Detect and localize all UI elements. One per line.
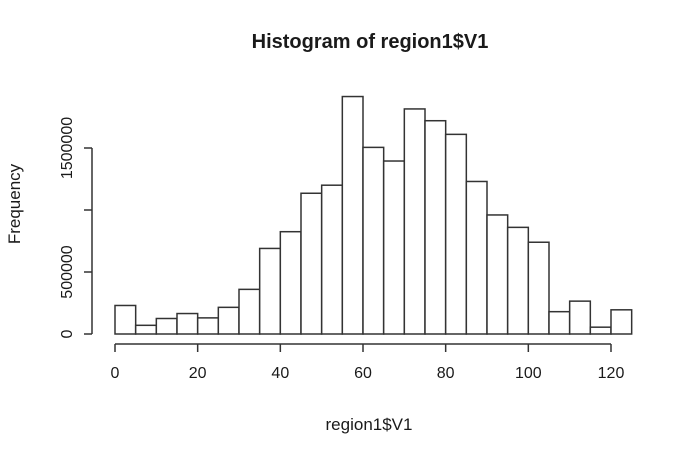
histogram-bar xyxy=(465,180,488,335)
histogram-bar xyxy=(548,310,571,335)
x-tick-label: 60 xyxy=(354,365,372,382)
histogram-bar xyxy=(341,95,364,335)
histogram-bar xyxy=(486,214,509,335)
x-tick-label: 40 xyxy=(271,365,289,382)
histogram-bar xyxy=(444,133,468,335)
x-axis: 0 20 40 60 80 100 120 xyxy=(111,343,625,382)
histogram-bar xyxy=(196,317,220,335)
histogram-bar xyxy=(134,324,158,335)
histogram-bar xyxy=(610,309,633,335)
histogram-bar xyxy=(382,160,406,335)
histogram-bar xyxy=(527,241,550,335)
y-axis-label: Frequency xyxy=(5,163,24,244)
x-tick-label: 0 xyxy=(111,365,120,382)
histogram-bar xyxy=(424,119,447,335)
histogram-bar xyxy=(320,184,344,335)
histogram-bar xyxy=(506,226,530,335)
x-axis-label: region1$V1 xyxy=(326,415,413,434)
y-tick-label: 500000 xyxy=(59,245,76,298)
histogram-bar xyxy=(300,192,323,335)
histogram-bar xyxy=(176,312,199,335)
histogram-bar xyxy=(403,108,426,335)
histogram-bar xyxy=(589,326,612,335)
histogram-bar xyxy=(155,317,178,335)
chart-title: Histogram of region1$V1 xyxy=(252,31,489,53)
y-tick-label: 0 xyxy=(59,329,76,338)
y-tick-label: 1500000 xyxy=(59,117,76,179)
histogram-bar xyxy=(362,146,385,335)
histogram-bar xyxy=(258,247,282,335)
y-axis: 0 500000 1500000 xyxy=(59,117,93,338)
histogram-bar xyxy=(279,230,302,335)
bars-group xyxy=(114,95,633,335)
x-tick-label: 100 xyxy=(515,365,542,382)
histogram-bar xyxy=(238,288,261,335)
histogram-bar xyxy=(114,304,137,335)
x-tick-label: 20 xyxy=(189,365,207,382)
x-tick-label: 80 xyxy=(437,365,455,382)
histogram-bar xyxy=(217,306,240,335)
histogram-bar xyxy=(568,300,592,335)
x-tick-label: 120 xyxy=(598,365,625,382)
